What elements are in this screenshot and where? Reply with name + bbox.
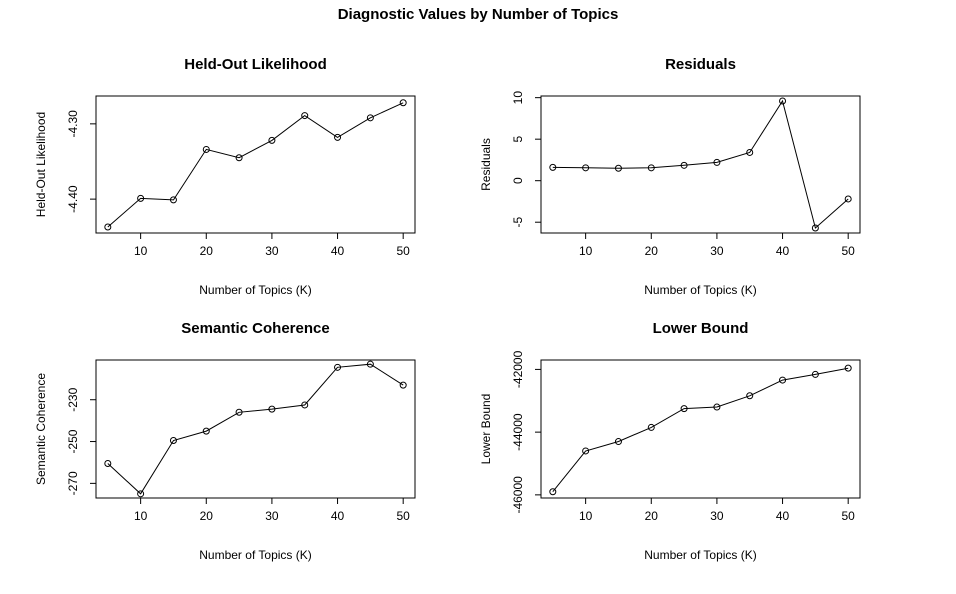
residuals-data-point bbox=[582, 164, 590, 172]
held-out-likelihood-series-line bbox=[107, 102, 404, 228]
held-out-likelihood-data-point bbox=[301, 112, 309, 120]
residuals-x-tick-label: 10 bbox=[579, 244, 593, 258]
lower-bound-data-point bbox=[549, 488, 557, 496]
held-out-likelihood-x-tick-label: 40 bbox=[331, 244, 345, 258]
semantic-coherence-x-axis-label: Number of Topics (K) bbox=[199, 548, 311, 562]
residuals-y-axis-label: Residuals bbox=[479, 138, 493, 191]
held-out-likelihood-y-tick-label: -4.30 bbox=[66, 110, 80, 138]
held-out-likelihood-x-tick-label: 30 bbox=[265, 244, 279, 258]
lower-bound-x-tick-label: 40 bbox=[776, 509, 790, 523]
semantic-coherence-title: Semantic Coherence bbox=[181, 320, 329, 337]
semantic-coherence-data-point bbox=[301, 401, 309, 409]
residuals-y-tick-label: 5 bbox=[511, 136, 525, 143]
lower-bound-data-point bbox=[647, 423, 655, 431]
lower-bound-x-tick-label: 30 bbox=[710, 509, 724, 523]
residuals-data-point bbox=[844, 195, 852, 203]
residuals-data-point bbox=[746, 148, 754, 156]
semantic-coherence-x-tick-label: 30 bbox=[265, 509, 279, 523]
residuals-y-tick-label: 0 bbox=[511, 177, 525, 184]
lower-bound-x-tick-label: 50 bbox=[842, 509, 856, 523]
held-out-likelihood-data-point bbox=[104, 223, 112, 231]
held-out-likelihood-data-point bbox=[334, 133, 342, 141]
residuals-plot-frame bbox=[540, 95, 861, 234]
residuals-data-point bbox=[549, 163, 557, 171]
held-out-likelihood-data-point bbox=[202, 145, 210, 153]
held-out-likelihood-x-axis-label: Number of Topics (K) bbox=[199, 283, 311, 297]
held-out-likelihood-y-tick-label: -4.40 bbox=[66, 185, 80, 213]
semantic-coherence-data-point bbox=[268, 405, 276, 413]
lower-bound-x-axis-label: Number of Topics (K) bbox=[644, 548, 756, 562]
semantic-coherence-data-point bbox=[366, 360, 374, 368]
semantic-coherence-data-point bbox=[202, 427, 210, 435]
semantic-coherence-y-axis-label: Semantic Coherence bbox=[34, 373, 48, 485]
figure-title: Diagnostic Values by Number of Topics bbox=[337, 6, 619, 23]
held-out-likelihood-data-point bbox=[137, 194, 145, 202]
lower-bound-y-axis-label: Lower Bound bbox=[479, 394, 493, 465]
lower-bound-y-tick-label: -44000 bbox=[511, 413, 525, 451]
residuals-x-tick-label: 30 bbox=[710, 244, 724, 258]
semantic-coherence-series-line bbox=[107, 363, 404, 495]
held-out-likelihood-x-tick-label: 10 bbox=[134, 244, 148, 258]
residuals-x-tick-label: 40 bbox=[776, 244, 790, 258]
residuals-y-tick-label: 10 bbox=[511, 91, 525, 105]
semantic-coherence-x-tick-label: 20 bbox=[200, 509, 214, 523]
held-out-likelihood-data-point bbox=[169, 196, 177, 204]
semantic-coherence-y-tick-label: -270 bbox=[66, 471, 80, 495]
lower-bound-x-tick-label: 20 bbox=[645, 509, 659, 523]
held-out-likelihood-y-axis-label: Held-Out Likelihood bbox=[34, 112, 48, 217]
held-out-likelihood-data-point bbox=[235, 154, 243, 162]
residuals-title: Residuals bbox=[665, 56, 736, 73]
semantic-coherence-data-point bbox=[169, 437, 177, 444]
lower-bound-x-tick-label: 10 bbox=[579, 509, 593, 523]
residuals-data-point bbox=[779, 97, 787, 105]
lower-bound-title: Lower Bound bbox=[653, 320, 749, 337]
residuals-data-point bbox=[680, 161, 688, 169]
semantic-coherence-data-point bbox=[334, 363, 342, 371]
held-out-likelihood-data-point bbox=[268, 136, 276, 144]
residuals-x-tick-label: 20 bbox=[645, 244, 659, 258]
held-out-likelihood-x-tick-label: 20 bbox=[200, 244, 214, 258]
lower-bound-plot-frame bbox=[540, 359, 861, 499]
lower-bound-data-point bbox=[779, 376, 787, 384]
semantic-coherence-plot-frame bbox=[95, 359, 416, 499]
residuals-data-point bbox=[713, 158, 721, 166]
held-out-likelihood-data-point bbox=[399, 99, 407, 107]
lower-bound-data-point bbox=[713, 403, 721, 411]
lower-bound-y-tick-label: -46000 bbox=[511, 476, 525, 514]
lower-bound-data-point bbox=[746, 392, 754, 400]
residuals-x-axis-label: Number of Topics (K) bbox=[644, 283, 756, 297]
lower-bound-series-line bbox=[552, 367, 849, 493]
semantic-coherence-data-point bbox=[137, 490, 145, 498]
semantic-coherence-x-tick-label: 50 bbox=[397, 509, 411, 523]
residuals-data-point bbox=[614, 164, 622, 172]
lower-bound-y-tick-label: -42000 bbox=[511, 350, 525, 388]
semantic-coherence-data-point bbox=[399, 381, 407, 389]
held-out-likelihood-plot-frame bbox=[95, 95, 416, 234]
lower-bound-data-point bbox=[844, 364, 852, 372]
residuals-y-tick-label: -5 bbox=[511, 217, 525, 228]
residuals-data-point bbox=[647, 164, 655, 172]
held-out-likelihood-x-tick-label: 50 bbox=[397, 244, 411, 258]
semantic-coherence-y-tick-label: -250 bbox=[66, 429, 80, 453]
residuals-x-tick-label: 50 bbox=[842, 244, 856, 258]
lower-bound-data-point bbox=[811, 370, 819, 378]
semantic-coherence-x-tick-label: 10 bbox=[134, 509, 148, 523]
lower-bound-data-point bbox=[680, 405, 688, 413]
lower-bound-data-point bbox=[614, 438, 622, 446]
semantic-coherence-data-point bbox=[104, 460, 112, 467]
residuals-data-point bbox=[811, 224, 819, 232]
semantic-coherence-x-tick-label: 40 bbox=[331, 509, 345, 523]
lower-bound-data-point bbox=[582, 447, 590, 455]
semantic-coherence-y-tick-label: -230 bbox=[66, 387, 80, 411]
semantic-coherence-data-point bbox=[235, 408, 243, 416]
held-out-likelihood-title: Held-Out Likelihood bbox=[184, 56, 327, 73]
residuals-series-line bbox=[552, 99, 849, 229]
held-out-likelihood-data-point bbox=[366, 114, 374, 122]
